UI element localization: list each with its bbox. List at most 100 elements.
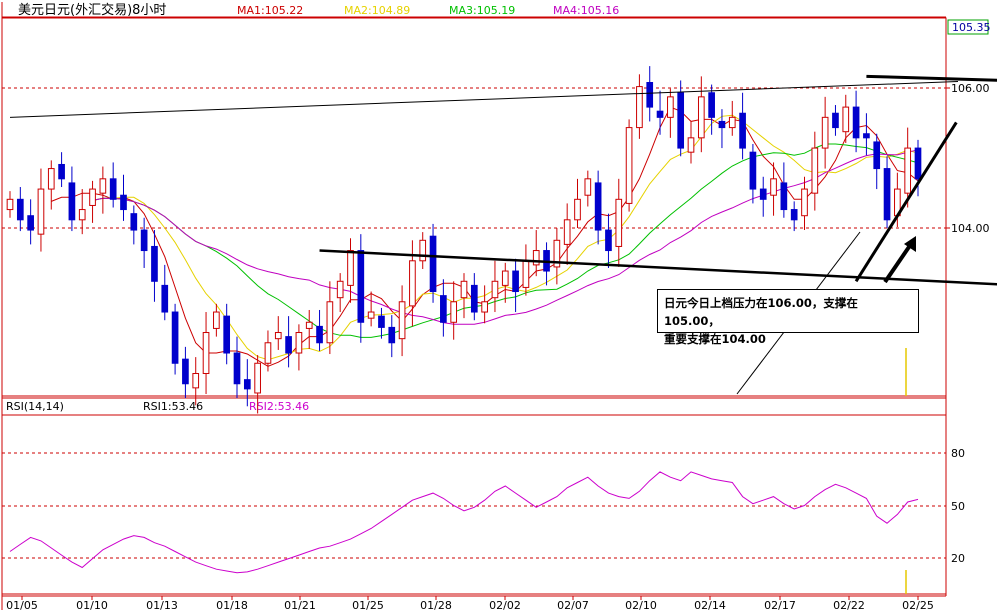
price-panel-frame [1,17,947,397]
last-price-badge [947,19,989,35]
candle-body [192,373,200,389]
candle-body [429,235,437,293]
candlesticks [6,66,922,414]
candle-body [295,332,303,354]
candle-body [109,178,117,200]
candle-body [58,163,65,180]
candle-body [615,198,623,247]
candle-body [904,147,912,194]
x-label: 02/02 [489,599,521,612]
candle-body [759,188,767,200]
candle-body [460,280,468,299]
x-label: 01/21 [284,599,316,612]
candle-body [99,178,107,194]
rsi-series [9,471,919,574]
price-tick-label-106: 106.00 [951,82,990,95]
candle-body [739,112,746,149]
candle-body [213,311,220,329]
ma4-line [92,149,919,325]
candle-body [378,315,385,328]
x-label: 02/25 [902,599,934,612]
x-label: 02/22 [833,599,865,612]
rsi-tick-label-80: 80 [951,447,965,460]
candle-body [512,270,519,293]
ma1-label: MA1:105.22 [237,4,303,17]
candle-body [450,301,458,323]
candle-body [801,188,808,217]
ma4-label: MA4:105.16 [553,4,619,17]
candle-body [811,147,819,194]
candle-body [852,106,860,139]
candle-body [914,147,922,180]
candle-body [16,198,24,221]
x-label: 01/25 [352,599,384,612]
x-label: 01/10 [76,599,108,612]
x-label: 02/10 [625,599,657,612]
candle-body [646,82,654,108]
candle-body [728,116,736,129]
candle-body [243,379,251,390]
candle-body [316,325,323,344]
candle-body [605,229,612,252]
last-price: 105.35 [952,21,991,34]
candle-body [677,92,685,149]
annotation-arrow-head [904,236,916,252]
annotation-arrow-shaft [883,242,913,284]
trendline-rising [854,121,958,283]
candle-body [574,198,581,221]
candle-body [305,321,313,329]
candle-body [563,219,571,245]
rsi-tick-label-50: 50 [951,500,965,513]
x-axis-labels: 01/05 01/10 01/13 01/18 01/21 01/25 01/28 02/02… [6,596,934,612]
trendline-2 [319,249,997,286]
annotation-line-1: 日元今日上档压力在106.00，支撑在105.00， [664,296,858,328]
ma3-label: MA3:105.19 [449,4,515,17]
candle-body [223,315,231,354]
candle-body [264,342,272,364]
rsi2-label: RSI2:53.46 [249,400,309,413]
candle-body [625,127,633,204]
candle-body [37,188,45,235]
rsi-panel-frame [1,397,947,595]
candle-body [832,112,839,129]
candle-body [68,182,76,221]
candle-body [202,332,210,375]
candle-body [336,280,344,299]
trendline-1 [9,80,959,118]
candle-body [718,120,726,129]
candle-body [367,311,375,319]
candle-body [347,250,354,286]
x-label: 01/28 [420,599,452,612]
rsi1-label: RSI1:53.46 [143,400,203,413]
candle-body [27,215,34,231]
candle-body [274,332,282,340]
candle-body [388,326,396,344]
candle-body [326,301,334,344]
candle-body [491,280,499,299]
candle-body [120,194,127,211]
candle-body [89,188,96,206]
candle-body [440,295,447,323]
candle-body [584,178,592,196]
candle-body [687,137,695,153]
x-label: 02/07 [557,599,589,612]
candle-body [667,96,674,118]
candle-body [357,250,365,323]
candle-body [780,182,788,211]
candle-body [656,110,664,118]
x-label: 02/14 [694,599,726,612]
x-label: 01/18 [216,599,248,612]
candle-body [182,358,189,385]
candle-body [532,250,540,266]
candle-body [522,260,530,288]
candle-body [842,106,850,133]
annotation-line-2: 重要支撑在104.00 [664,332,766,346]
price-tick-label-104: 104.00 [951,222,990,235]
candle-body [398,301,406,340]
x-label: 01/05 [6,599,38,612]
candle-body [501,270,509,286]
candle-body [171,311,179,364]
ma2-label: MA2:104.89 [344,4,410,17]
candle-body [419,239,427,262]
